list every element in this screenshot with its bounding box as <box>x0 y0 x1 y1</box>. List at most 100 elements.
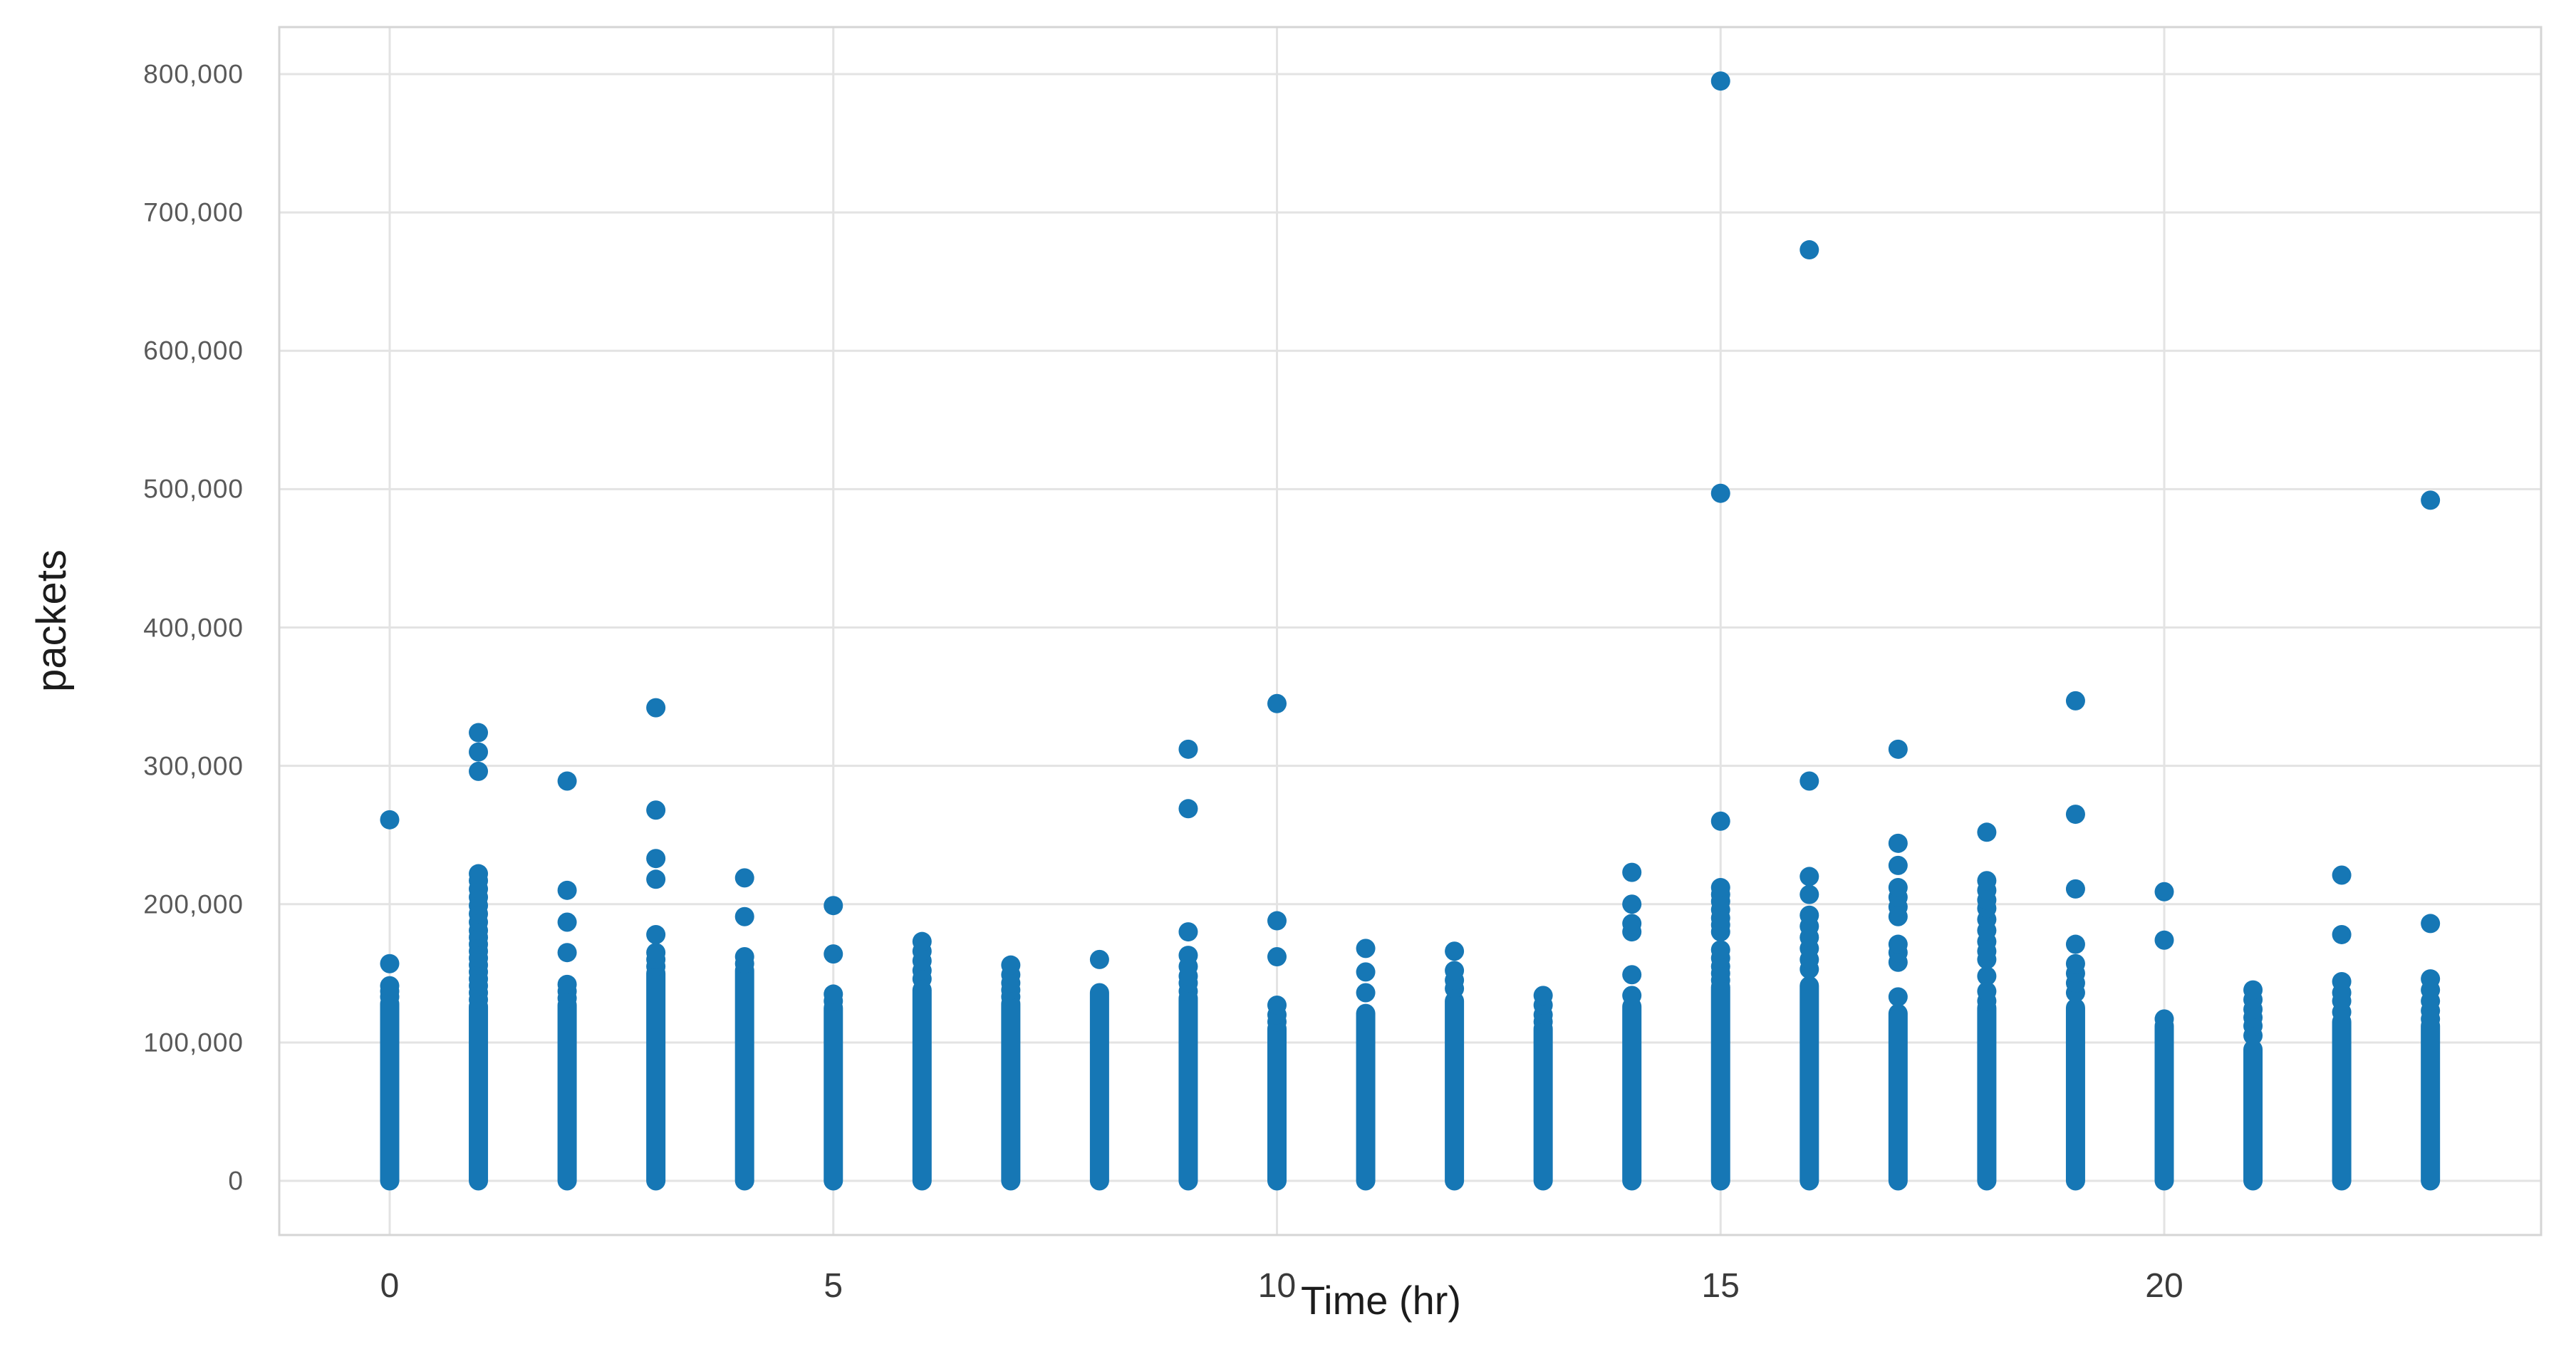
y-tick-label-800000: 800,000 <box>143 59 244 89</box>
dense-column <box>2154 1016 2174 1191</box>
scatter-column-hour-10 <box>1267 693 1287 1191</box>
dense-column <box>1356 1003 1376 1191</box>
data-point <box>380 954 400 973</box>
dense-column <box>1001 994 1021 1191</box>
outlier-point <box>469 742 489 762</box>
data-point <box>1977 966 1997 986</box>
outlier-point <box>380 810 400 830</box>
data-point <box>1977 871 1997 891</box>
data-point <box>1977 981 1997 1001</box>
data-point <box>912 931 932 951</box>
dense-column <box>2065 998 2085 1191</box>
y-tick-label-600000: 600,000 <box>143 336 244 366</box>
data-point <box>1445 941 1465 961</box>
scatter-column-hour-19 <box>2065 691 2085 1191</box>
scatter-column-hour-1 <box>469 723 489 1191</box>
outlier-point <box>2332 865 2352 885</box>
data-point <box>646 924 666 944</box>
data-point <box>1178 946 1198 966</box>
outlier-point <box>646 698 666 718</box>
data-point <box>2154 1009 2174 1029</box>
outlier-point <box>2065 805 2085 825</box>
data-point <box>1622 965 1642 985</box>
dense-column <box>1267 1018 1287 1191</box>
dense-column <box>912 980 932 1191</box>
y-tick-label-300000: 300,000 <box>143 751 244 781</box>
data-point <box>2332 971 2352 991</box>
data-point <box>1356 939 1376 959</box>
dense-column <box>380 994 400 1191</box>
data-point <box>1710 940 1730 960</box>
data-point <box>1622 862 1642 882</box>
outlier-point <box>557 771 577 791</box>
scatter-column-hour-18 <box>1977 822 1997 1191</box>
scatter-column-hour-12 <box>1445 941 1465 1191</box>
data-point <box>1888 934 1908 954</box>
scatter-column-hour-16 <box>1799 240 1819 1191</box>
data-point <box>1888 833 1908 853</box>
data-point <box>646 943 666 963</box>
data-point <box>1710 877 1730 897</box>
scatter-column-hour-13 <box>1533 986 1553 1191</box>
data-point <box>1799 905 1819 925</box>
data-point <box>2065 879 2085 899</box>
dense-column <box>1178 988 1198 1191</box>
data-point <box>2065 954 2085 973</box>
dense-column <box>2243 1040 2263 1191</box>
dense-column <box>734 961 754 1191</box>
dense-column <box>469 996 489 1191</box>
x-tick-label-5: 5 <box>824 1267 843 1305</box>
scatter-column-hour-21 <box>2243 980 2263 1191</box>
x-tick-label-10: 10 <box>1257 1267 1297 1305</box>
data-point <box>1001 955 1021 975</box>
data-point <box>1888 877 1908 897</box>
outlier-point <box>1178 739 1198 759</box>
y-tick-label-0: 0 <box>228 1166 244 1196</box>
scatter-column-hour-20 <box>2154 882 2174 1191</box>
dense-column <box>1888 1003 1908 1191</box>
data-point <box>2332 924 2352 944</box>
dense-column <box>1622 996 1642 1191</box>
data-point <box>469 864 489 884</box>
scatter-column-hour-9 <box>1178 739 1198 1191</box>
y-tick-label-700000: 700,000 <box>143 197 244 227</box>
dense-column <box>1089 983 1109 1191</box>
dense-column <box>1533 1018 1553 1191</box>
outlier-point <box>1089 949 1109 969</box>
outlier-point <box>1710 71 1730 91</box>
data-point <box>2154 930 2174 950</box>
y-tick-label-200000: 200,000 <box>143 889 244 919</box>
outlier-point <box>1888 739 1908 759</box>
data-point <box>734 868 754 888</box>
data-point <box>1622 986 1642 1006</box>
scatter-column-hour-22 <box>2332 865 2352 1191</box>
data-point <box>646 849 666 869</box>
data-point <box>824 944 843 964</box>
data-point <box>646 869 666 889</box>
outlier-point <box>1267 693 1287 713</box>
data-point <box>557 880 577 900</box>
outlier-point <box>1710 811 1730 831</box>
x-axis-title: Time (hr) <box>1301 1278 1462 1323</box>
data-point <box>734 906 754 926</box>
outlier-point <box>469 761 489 781</box>
data-point <box>1799 867 1819 887</box>
data-point <box>1267 911 1287 931</box>
dense-column <box>2332 1012 2352 1191</box>
data-point <box>380 976 400 996</box>
plot-border <box>278 26 2543 1236</box>
scatter-column-hour-23 <box>2421 490 2441 1191</box>
gridlines <box>279 27 2541 1235</box>
data-point <box>1356 962 1376 982</box>
scatter-points <box>380 71 2441 1191</box>
data-point <box>557 974 577 994</box>
dense-column <box>2421 1016 2441 1191</box>
data-point <box>2421 914 2441 934</box>
outlier-point <box>646 800 666 820</box>
data-point <box>557 943 577 963</box>
y-tick-label-400000: 400,000 <box>143 613 244 642</box>
dense-column <box>1710 977 1730 1191</box>
data-point <box>557 912 577 932</box>
